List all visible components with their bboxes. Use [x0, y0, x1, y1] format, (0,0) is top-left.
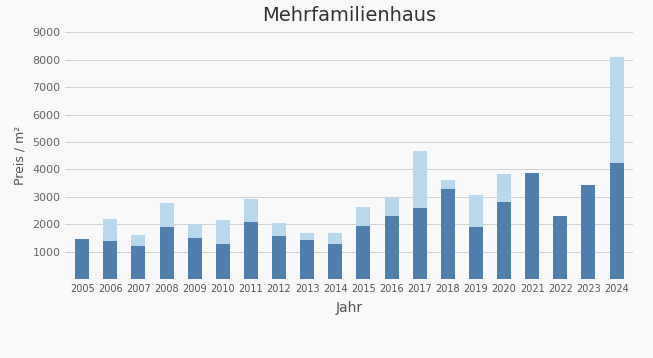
Bar [215, 245, 230, 279]
Bar [609, 163, 624, 279]
Bar [525, 173, 539, 279]
Bar [328, 243, 342, 279]
Bar [469, 195, 483, 227]
Bar [413, 151, 426, 208]
Bar [244, 199, 258, 222]
Bar [300, 233, 314, 240]
Bar [103, 219, 118, 241]
Bar [497, 174, 511, 202]
Bar [385, 198, 398, 216]
Bar [609, 57, 624, 163]
Bar [159, 227, 174, 279]
Bar [441, 189, 455, 279]
Bar [357, 207, 370, 226]
Bar [103, 241, 118, 279]
Bar [357, 226, 370, 279]
Bar [131, 246, 146, 279]
Bar [413, 208, 426, 279]
Bar [244, 222, 258, 279]
Bar [272, 223, 286, 236]
Bar [385, 216, 398, 279]
X-axis label: Jahr: Jahr [336, 301, 363, 315]
Bar [159, 203, 174, 227]
Bar [581, 185, 596, 279]
Bar [131, 235, 146, 246]
Bar [300, 240, 314, 279]
Title: Mehrfamilienhaus: Mehrfamilienhaus [263, 6, 436, 25]
Bar [497, 202, 511, 279]
Y-axis label: Preis / m²: Preis / m² [14, 126, 27, 185]
Bar [441, 180, 455, 189]
Bar [187, 224, 202, 238]
Bar [215, 220, 230, 245]
Bar [272, 236, 286, 279]
Bar [553, 216, 567, 279]
Bar [469, 227, 483, 279]
Bar [187, 238, 202, 279]
Bar [75, 240, 89, 279]
Bar [328, 233, 342, 243]
